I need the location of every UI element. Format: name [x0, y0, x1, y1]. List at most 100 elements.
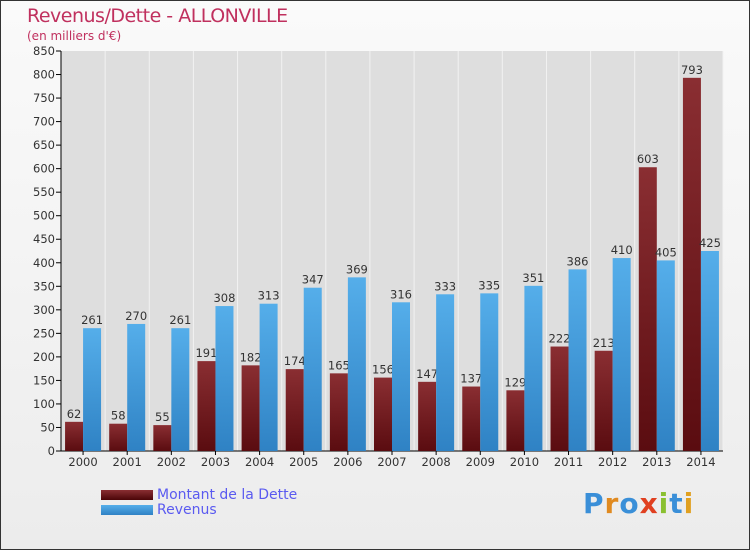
legend-label-dette: Montant de la Dette: [157, 486, 298, 503]
bar-dette: [374, 377, 392, 451]
data-label-revenus: 369: [346, 262, 368, 276]
y-tick-label: 50: [40, 420, 55, 434]
data-label-dette: 213: [593, 336, 615, 350]
data-label-dette: 174: [284, 354, 306, 368]
bar-revenus: [524, 285, 543, 451]
data-label-dette: 165: [328, 358, 350, 372]
bar-revenus: [83, 328, 102, 451]
data-label-dette: 182: [240, 350, 262, 364]
y-tick-label: 100: [33, 397, 55, 411]
bar-revenus: [127, 323, 146, 451]
y-tick-label: 650: [33, 138, 55, 152]
data-label-revenus: 405: [655, 245, 677, 259]
y-tick-label: 850: [33, 44, 55, 58]
x-tick-label: 2004: [245, 455, 274, 469]
legend-item-dette: Montant de la Dette: [101, 486, 298, 503]
logo-letter: P: [583, 487, 605, 520]
legend-label-revenus: Revenus: [157, 501, 217, 518]
data-label-dette: 58: [111, 409, 126, 423]
data-label-revenus: 316: [390, 287, 412, 301]
chart-subtitle: (en milliers d'€): [27, 29, 122, 43]
x-tick-label: 2011: [554, 455, 583, 469]
bar-dette: [329, 373, 348, 451]
y-tick-label: 350: [33, 279, 55, 293]
y-tick-label: 600: [33, 162, 55, 176]
x-tick-label: 2001: [113, 455, 142, 469]
y-tick-label: 500: [33, 209, 55, 223]
bar-revenus: [436, 294, 455, 451]
logo-letter: t: [669, 487, 684, 520]
logo-letter: i: [683, 487, 695, 520]
bar-revenus: [303, 287, 322, 451]
bar-dette: [153, 425, 172, 451]
data-label-dette: 137: [460, 372, 482, 386]
data-label-dette: 55: [155, 410, 170, 424]
data-label-dette: 147: [416, 367, 438, 381]
logo-letter: x: [639, 487, 659, 520]
y-tick-label: 550: [33, 185, 55, 199]
data-label-revenus: 261: [169, 313, 191, 327]
data-label-revenus: 351: [522, 271, 544, 285]
bar-dette: [638, 167, 657, 451]
logo-letter: o: [619, 487, 640, 520]
data-label-dette: 603: [637, 152, 659, 166]
bar-revenus: [392, 302, 410, 451]
y-tick-label: 750: [33, 91, 55, 105]
data-label-revenus: 386: [567, 254, 589, 268]
x-tick-label: 2002: [157, 455, 186, 469]
data-label-dette: 156: [372, 363, 394, 377]
bar-dette: [682, 77, 701, 451]
bar-dette: [506, 390, 525, 451]
bar-dette: [594, 350, 613, 451]
bar-revenus: [612, 258, 631, 451]
x-tick-label: 2003: [201, 455, 230, 469]
proxiti-logo: Proxiti: [583, 487, 694, 520]
data-label-revenus: 308: [213, 291, 235, 305]
data-label-dette: 191: [195, 346, 217, 360]
x-tick-label: 2010: [510, 455, 539, 469]
chart-title: Revenus/Dette - ALLONVILLE: [27, 5, 288, 27]
data-label-revenus: 313: [258, 289, 280, 303]
y-tick-label: 800: [33, 68, 55, 82]
bar-revenus: [480, 293, 499, 451]
bar-revenus: [347, 277, 366, 451]
data-label-dette: 62: [67, 407, 82, 421]
data-label-revenus: 347: [302, 273, 324, 287]
data-label-revenus: 425: [699, 236, 721, 250]
y-tick-label: 450: [33, 232, 55, 246]
data-label-dette: 793: [681, 63, 703, 77]
bar-revenus: [259, 303, 278, 451]
bar-revenus: [700, 251, 719, 451]
data-label-dette: 222: [549, 332, 571, 346]
logo-letter: i: [658, 487, 670, 520]
y-tick-label: 200: [33, 350, 55, 364]
x-tick-label: 2014: [686, 455, 715, 469]
bar-revenus: [171, 328, 190, 451]
data-label-revenus: 410: [611, 243, 633, 257]
y-tick-label: 400: [33, 256, 55, 270]
bar-revenus: [215, 306, 234, 451]
legend-swatch-dette: [101, 489, 153, 500]
legend-swatch-revenus: [101, 504, 153, 515]
x-tick-label: 2006: [333, 455, 362, 469]
x-tick-label: 2000: [68, 455, 97, 469]
bar-dette: [65, 421, 84, 451]
bar-dette: [418, 381, 437, 451]
bar-dette: [550, 346, 569, 451]
data-label-revenus: 333: [434, 279, 456, 293]
bar-dette: [109, 423, 128, 451]
data-label-dette: 129: [504, 375, 526, 389]
x-tick-label: 2012: [598, 455, 627, 469]
x-tick-label: 2009: [466, 455, 495, 469]
bar-dette: [241, 365, 260, 451]
bar-dette: [197, 361, 216, 451]
y-tick-label: 150: [33, 373, 55, 387]
legend-item-revenus: Revenus: [101, 501, 297, 518]
y-tick-label: 0: [48, 444, 55, 458]
data-label-revenus: 261: [81, 313, 103, 327]
bar-revenus: [568, 269, 587, 451]
y-tick-label: 700: [33, 115, 55, 129]
y-tick-label: 250: [33, 326, 55, 340]
